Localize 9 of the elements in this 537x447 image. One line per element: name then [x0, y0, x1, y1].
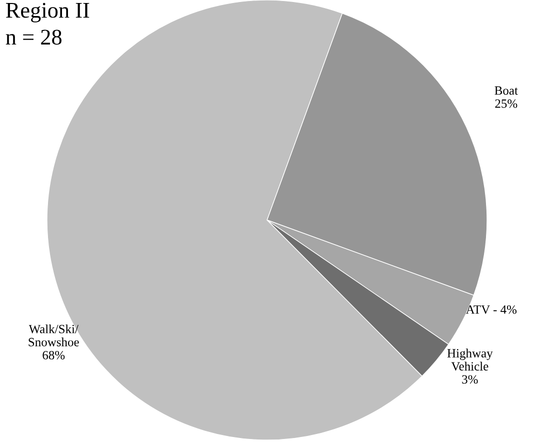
chart-title: Region II [6, 2, 90, 22]
data-label: 68% [42, 350, 65, 360]
slice-label: Boat [494, 86, 518, 95]
data-label: 25% [495, 99, 518, 108]
data-label: 3% [462, 375, 478, 384]
slice-label: ATV - 4% [466, 305, 517, 314]
slice-label: Walk/Ski/ Snowshoe [28, 324, 79, 346]
slice-label: Highway Vehicle [447, 348, 493, 371]
text: n = 28 [6, 30, 62, 45]
